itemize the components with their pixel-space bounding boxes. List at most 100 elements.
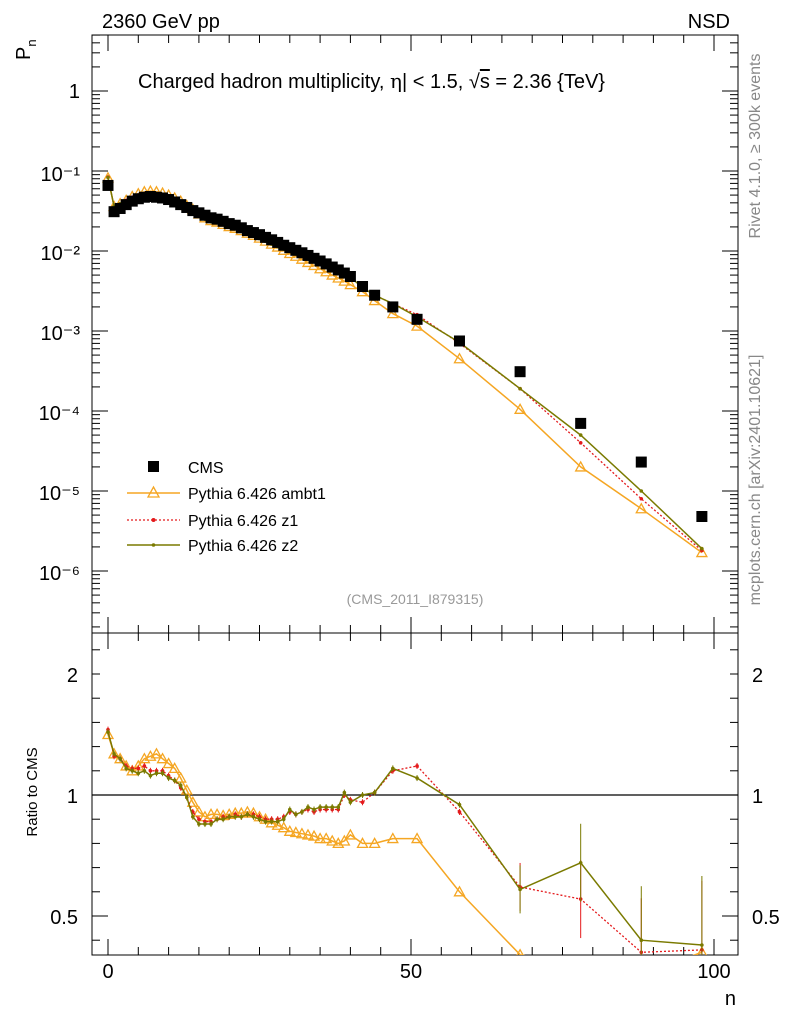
ratio-point-z1 [415,764,419,768]
ratio-point-z2 [136,771,141,776]
ratio-point-z2 [184,795,189,800]
data-point-cms [369,289,381,301]
ratio-point-ambt1 [156,752,169,764]
data-point-cms [187,205,199,217]
legend-label-cms: CMS [188,460,224,477]
data-point-z2 [639,489,644,493]
ratio-point-z2 [372,790,377,795]
x-axis-label: n [725,988,736,1010]
ratio-point-ambt1 [168,762,181,774]
ratio-point-z2 [142,769,147,773]
ratio-point-z2 [178,783,183,788]
data-point-cms [332,264,344,276]
data-point-cms [453,335,465,347]
data-point-cms [278,239,290,251]
ratio-point-ambt1 [696,945,707,955]
data-point-ambt1 [453,352,466,364]
data-point-cms [344,271,356,283]
main-y-axis-label-p: P [13,47,35,60]
main-y-tick-label: 10⁻³ [41,323,81,345]
ratio-point-ambt1 [180,783,193,795]
header-process-label: NSD [688,11,730,33]
data-point-cms [514,366,526,378]
data-point-ambt1 [574,460,587,472]
ratio-point-ambt1 [295,827,309,839]
ratio-point-z2 [227,814,231,819]
ratio-point-ambt1 [277,821,290,833]
data-point-z1 [639,496,644,501]
ratio-point-z2 [245,812,250,817]
ratio-point-z1 [457,810,462,814]
ratio-point-z2 [209,822,213,826]
data-point-cms [266,234,278,246]
ratio-point-ambt1 [356,837,369,849]
ratio-point-z2 [415,776,419,780]
data-point-z2 [106,175,110,180]
data-point-ambt1 [695,546,708,558]
ratio-point-z2 [215,817,219,821]
ratio-point-z2 [251,814,256,819]
rivet-version-label: Rivet 4.1.0, ≥ 300k events [747,54,764,239]
data-point-cms [411,313,423,325]
legend-marker-z2 [151,543,156,547]
data-point-cms [338,267,350,279]
ratio-point-z2 [130,769,135,773]
ratio-point-ambt1 [516,948,524,955]
ratio-point-z2 [191,814,195,819]
ratio-point-z2 [221,817,225,821]
data-point-cms [302,249,314,261]
data-point-cms [217,215,229,227]
ratio-point-z2 [312,807,316,812]
ratio-point-z2 [148,773,153,778]
ratio-point-z2 [203,822,207,826]
ratio-point-ambt1 [410,832,424,844]
ratio-point-z1 [136,766,141,771]
axis-ticks [92,34,738,955]
data-point-cms [150,191,162,203]
ratio-point-z2 [166,776,171,780]
ratio-point-z2 [639,938,644,942]
x-tick-labels: 0 50 100 [102,961,730,983]
legend-marker-cms [148,461,159,472]
ratio-point-ambt1 [162,757,175,769]
ratio-point-z2 [294,812,298,817]
data-point-z2 [518,386,522,391]
ratio-point-z1 [197,817,201,821]
ratio-point-ambt1 [636,969,646,978]
data-point-cms [575,417,587,429]
ratio-point-z1 [142,764,147,768]
ratio-point-z2 [360,793,365,797]
data-point-cms [199,209,211,221]
data-point-cms [260,231,272,243]
legend-marker-z1 [151,518,156,522]
ratio-point-z2 [112,752,116,756]
data-point-cms [284,242,296,254]
x-tick-label: 50 [400,961,422,983]
ratio-point-z2 [124,766,128,771]
data-point-cms [272,236,284,248]
data-point-cms [181,201,193,213]
legend-entry-z1: Pythia 6.426 z1 [127,513,298,530]
data-point-cms [132,193,144,205]
ratio-point-z2 [342,790,347,795]
ratio-point-ambt1 [289,826,302,838]
data-point-cms [126,195,138,207]
data-point-cms [114,202,126,214]
ratio-point-z2 [700,943,704,947]
ratio-point-z2 [172,778,177,783]
data-point-cms [157,192,169,204]
legend-marker-ambt1 [146,485,161,498]
data-point-cms [223,218,235,230]
ratio-point-z1 [360,800,365,805]
data-point-cms [205,212,217,224]
main-plot-data [101,171,708,558]
main-y-tick-label: 1 [69,81,80,103]
data-point-ambt1 [635,502,648,514]
ratio-point-ambt1 [283,824,296,836]
ratio-point-ambt1 [344,828,357,840]
data-point-cms [254,229,265,241]
data-point-cms [635,456,647,468]
data-point-cms [102,179,114,191]
x-tick-label: 0 [102,961,113,983]
ratio-point-ambt1 [320,832,333,844]
